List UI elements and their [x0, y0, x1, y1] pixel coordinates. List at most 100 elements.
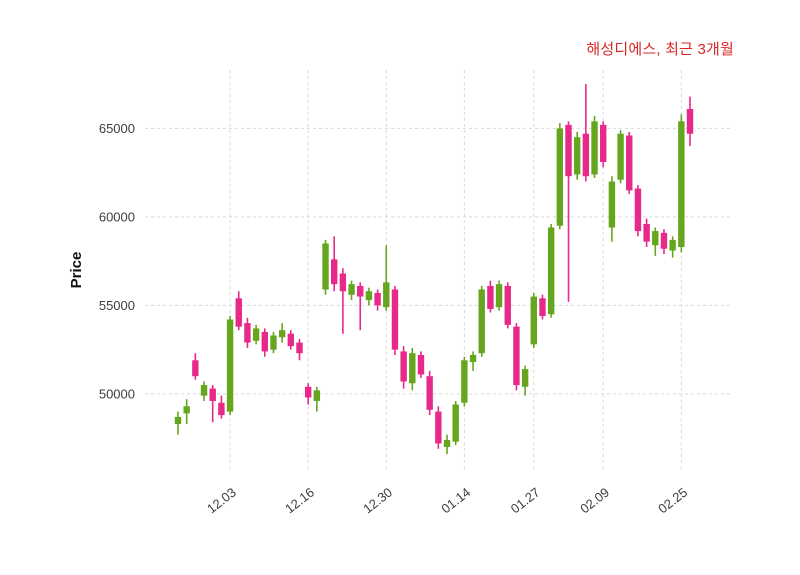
candle-body	[652, 231, 659, 246]
candle-02.26	[686, 96, 694, 147]
candle-12.17	[313, 386, 321, 412]
candle-body	[669, 239, 676, 251]
candle-body	[582, 133, 590, 177]
candle-12.06	[252, 324, 260, 345]
candle-body	[313, 390, 321, 401]
candle-body	[504, 285, 511, 325]
candle-01.02	[391, 285, 399, 355]
candle-body	[348, 284, 355, 295]
candle-01.21	[495, 280, 503, 311]
candle-body	[278, 330, 286, 338]
candle-01.06	[409, 347, 416, 391]
candle-body	[374, 293, 381, 306]
candle-body	[487, 285, 494, 309]
candle-body	[573, 137, 581, 175]
x-tick-label: 12.30	[360, 485, 395, 517]
candle-12.20	[339, 268, 347, 334]
x-tick-label: 02.09	[577, 485, 612, 517]
candle-01.03	[400, 346, 407, 389]
candle-body	[608, 181, 616, 228]
candle-12.03	[226, 316, 234, 416]
candle-body	[660, 232, 668, 249]
candle-body	[331, 259, 338, 285]
candle-body	[322, 243, 329, 290]
candle-02.09	[600, 121, 607, 168]
candle-body	[626, 135, 633, 191]
candle-body	[435, 411, 442, 444]
candle-body	[513, 326, 520, 386]
candle-body	[461, 360, 468, 403]
candle-02.14	[643, 218, 650, 247]
candle-02.06	[573, 131, 581, 180]
candle-12.13	[296, 339, 303, 361]
candle-body	[539, 298, 546, 317]
x-tick-label: 12.16	[282, 485, 317, 517]
candle-02.03	[547, 223, 555, 318]
candle-02.18	[660, 229, 668, 255]
candle-12.19	[331, 236, 338, 292]
candle-body	[270, 335, 277, 350]
candle-11.29	[209, 385, 216, 423]
candle-12.16	[304, 383, 312, 405]
candle-body	[400, 351, 407, 382]
candle-body	[443, 439, 451, 447]
candle-body	[339, 273, 347, 292]
candle-01.14	[461, 356, 468, 407]
candle-02.12	[626, 131, 633, 194]
candle-12.11	[278, 323, 286, 343]
candle-01.27	[530, 293, 537, 348]
y-tick-label: 65000	[99, 121, 135, 136]
candle-12.05	[244, 317, 251, 348]
candle-body	[634, 188, 642, 232]
x-tick-label: 02.25	[655, 485, 690, 517]
candle-body	[174, 416, 182, 424]
candle-02.10	[608, 176, 616, 242]
y-tick-label: 55000	[99, 298, 135, 313]
candle-body	[556, 128, 564, 226]
y-tick-label: 50000	[99, 386, 135, 401]
candle-body	[643, 223, 650, 242]
candle-12.12	[287, 330, 295, 350]
candle-12.26	[365, 287, 373, 306]
candle-02.08	[591, 116, 598, 178]
candle-02.05	[565, 121, 572, 302]
candle-01.17	[478, 285, 485, 357]
x-tick-label: 01.14	[438, 485, 473, 517]
candle-body	[426, 376, 433, 410]
candle-01.31	[539, 294, 546, 320]
candle-body	[617, 133, 624, 180]
chart-title: 해성디에스, 최근 3개월	[586, 41, 734, 58]
candle-01.08	[426, 370, 433, 416]
candle-12.04	[235, 291, 242, 331]
candle-12.27	[374, 289, 381, 311]
candle-body	[469, 354, 477, 363]
candle-11.27	[192, 353, 199, 380]
candle-body	[296, 342, 303, 354]
candle-body	[391, 289, 399, 350]
candle-body	[357, 285, 364, 297]
candle-body	[530, 296, 537, 345]
candle-body	[261, 331, 268, 352]
candle-02.21	[669, 236, 676, 258]
candle-body	[565, 124, 572, 177]
x-tick-label: 01.27	[508, 485, 543, 517]
candle-01.07	[417, 351, 425, 378]
candle-body	[547, 227, 555, 315]
candle-body	[209, 388, 216, 401]
candle-body	[218, 402, 225, 416]
candle-body	[600, 124, 607, 163]
candle-11.25	[174, 411, 182, 435]
candle-body	[365, 291, 373, 301]
candle-02.04	[556, 123, 564, 230]
candle-02.11	[617, 130, 624, 184]
candle-01.20	[487, 280, 494, 313]
candle-02.17	[652, 227, 659, 256]
candle-body	[452, 404, 459, 442]
candle-body	[192, 360, 199, 377]
candle-body	[252, 328, 260, 341]
candle-01.13	[452, 400, 459, 446]
candle-body	[200, 385, 208, 396]
candle-11.28	[200, 381, 208, 401]
candle-01.24	[521, 365, 529, 396]
